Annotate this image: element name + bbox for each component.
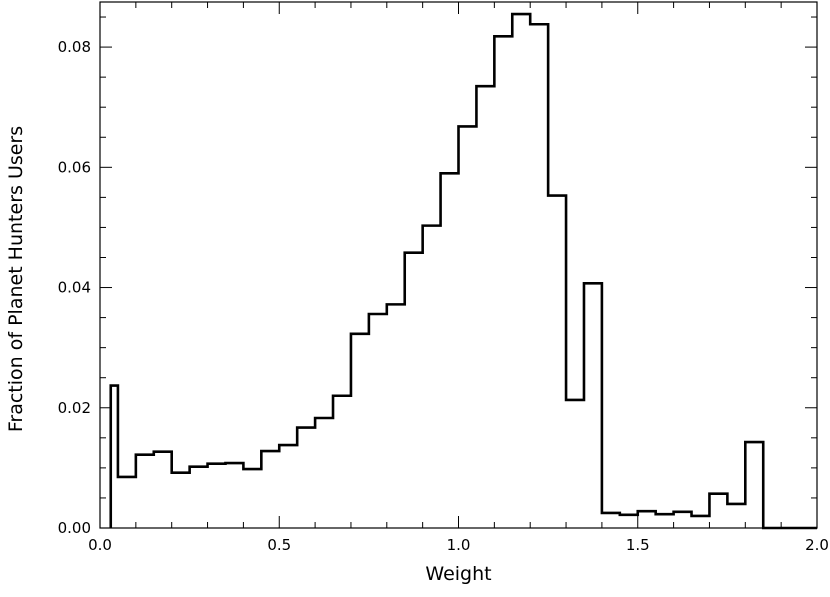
y-tick-label: 0.02 <box>58 399 91 417</box>
ticks-layer <box>99 2 818 529</box>
tick-labels-layer: 0.0 0.5 1.0 1.5 2.0 0.00 0.02 0.04 0.06 0.08 <box>58 38 829 554</box>
y-axis-title: Fraction of Planet Hunters Users <box>5 126 27 432</box>
plot-frame <box>99 1 818 529</box>
x-tick-label: 2.0 <box>805 536 829 554</box>
x-tick-label: 1.0 <box>447 536 471 554</box>
y-tick-label: 0.06 <box>58 158 91 176</box>
y-tick-label: 0.08 <box>58 38 91 56</box>
x-tick-label: 0.0 <box>88 536 112 554</box>
x-tick-label: 0.5 <box>267 536 291 554</box>
x-axis-title: Weight <box>425 563 491 585</box>
histogram-line <box>109 12 817 530</box>
y-tick-label: 0.00 <box>58 519 91 537</box>
y-tick-label: 0.04 <box>58 279 91 297</box>
x-tick-label: 1.5 <box>626 536 650 554</box>
